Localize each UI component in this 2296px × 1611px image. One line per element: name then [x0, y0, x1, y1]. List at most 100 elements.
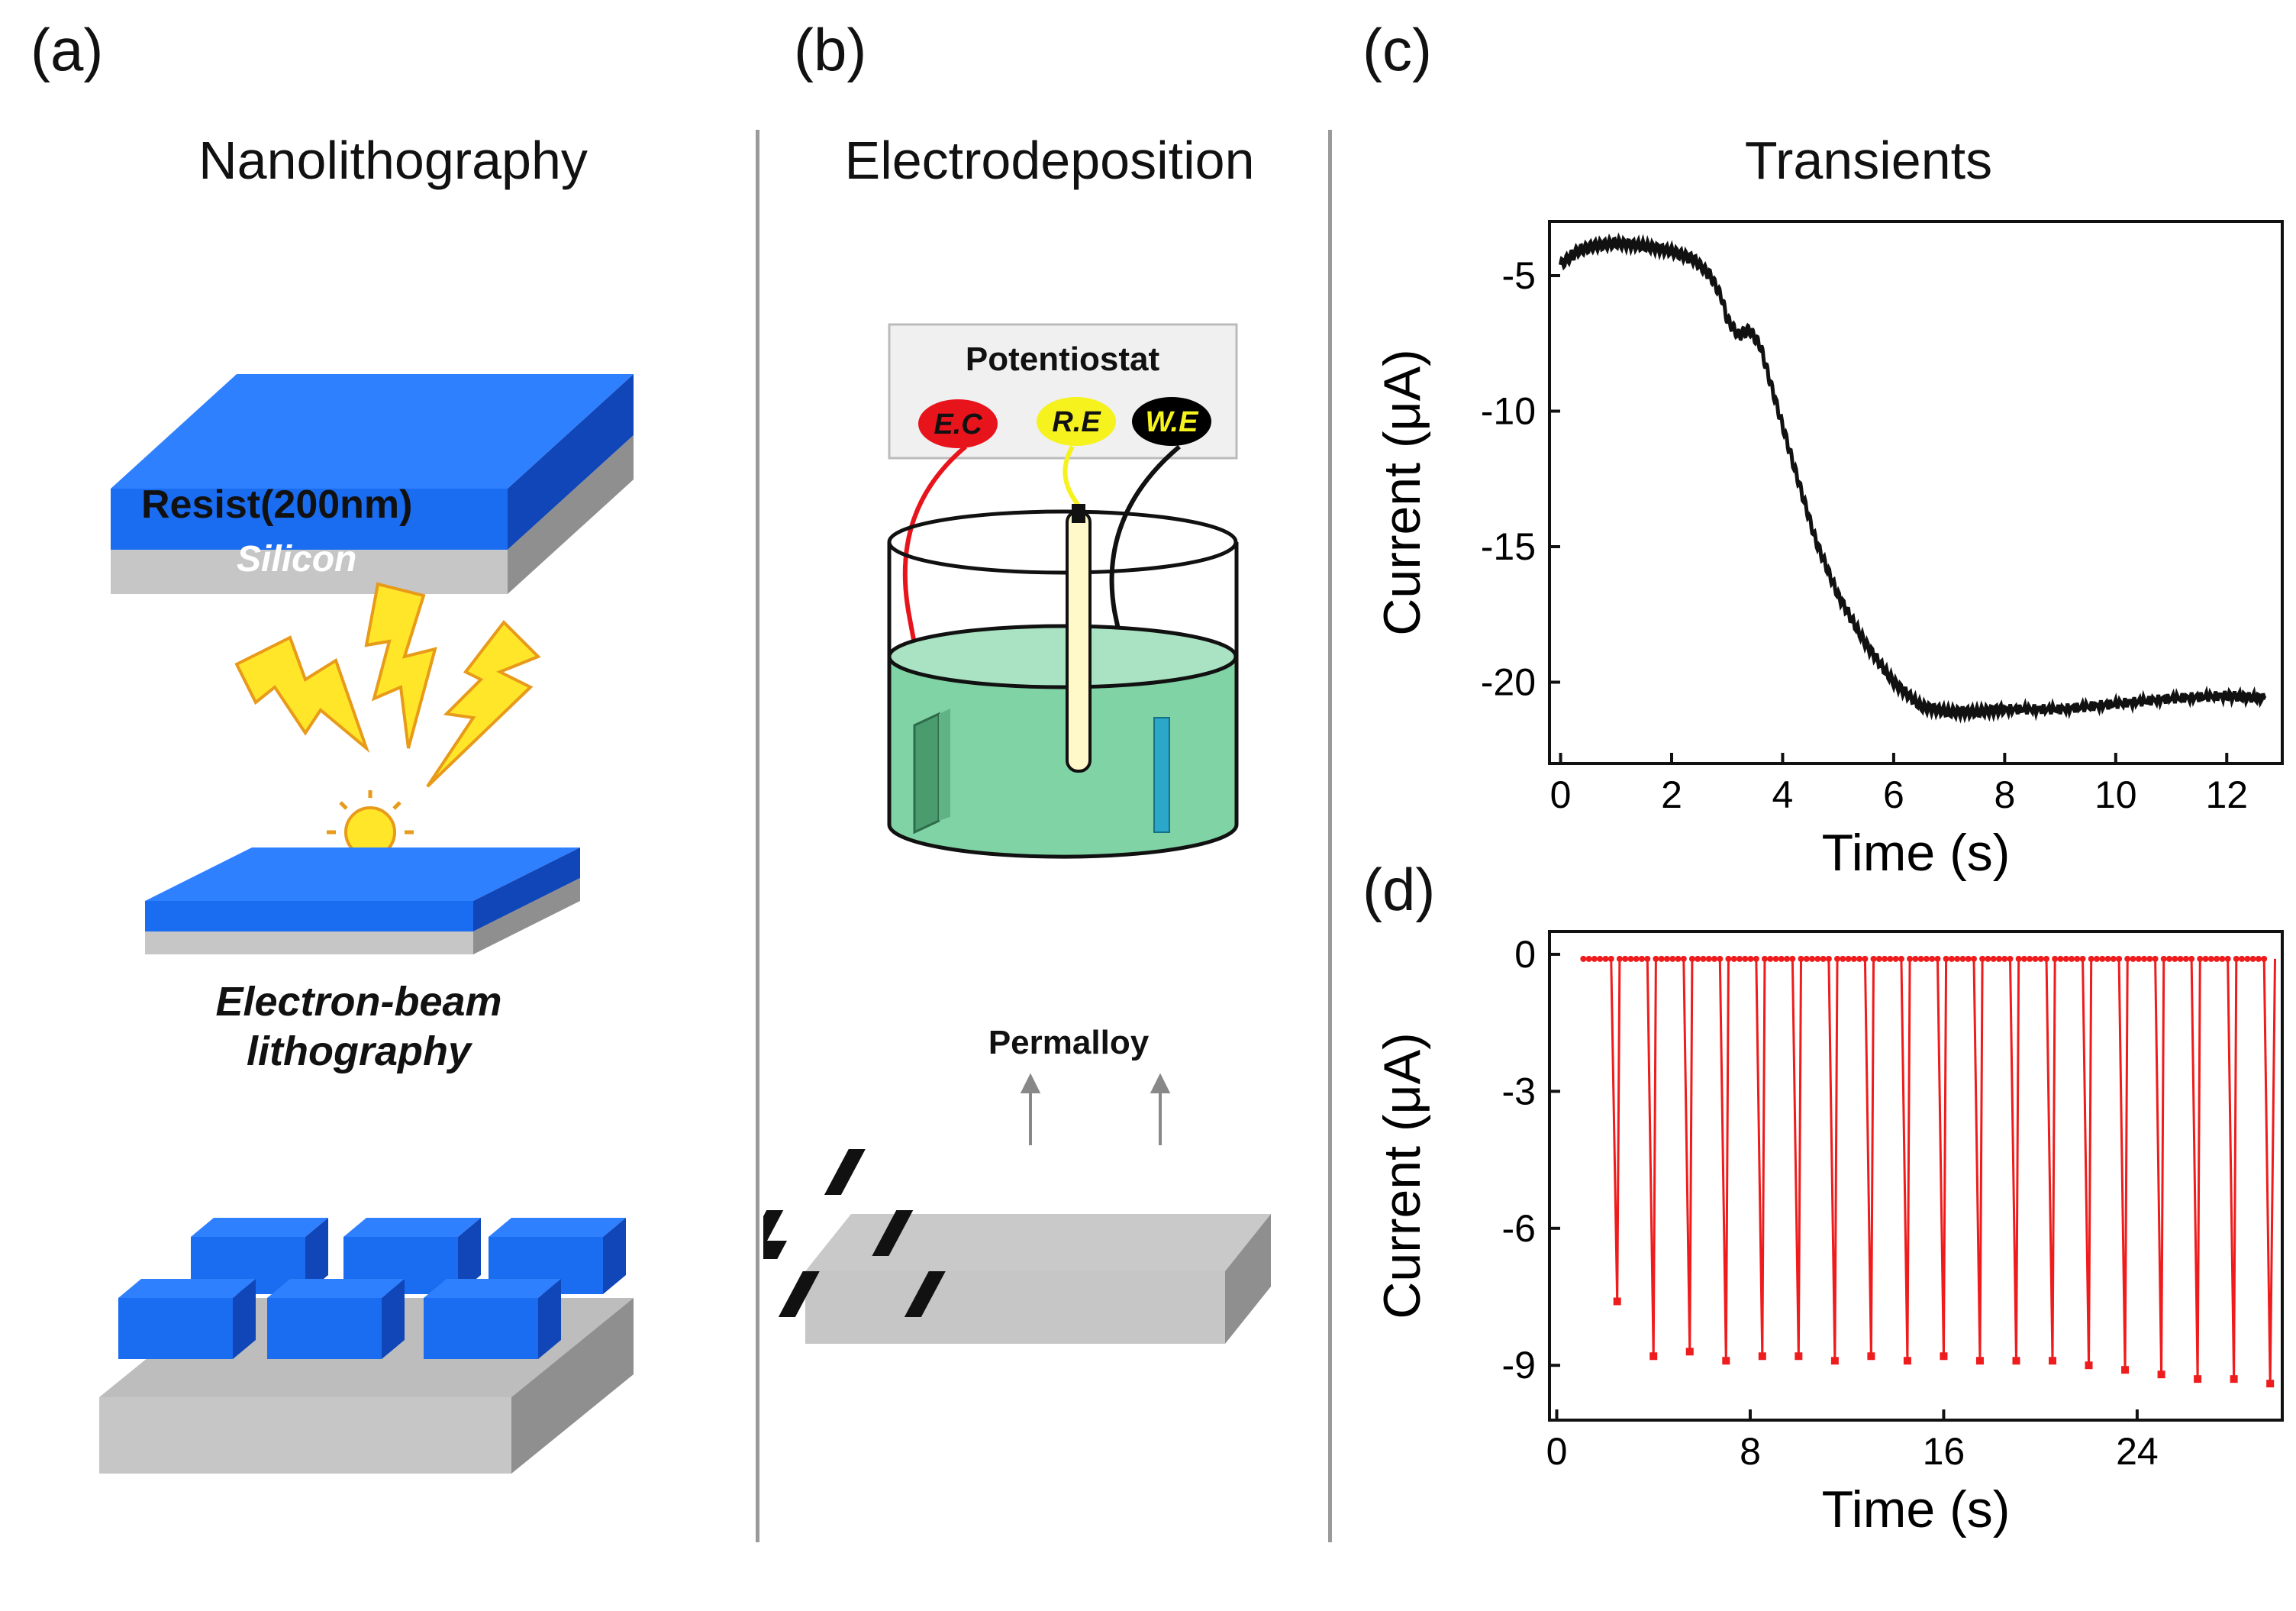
- pulse-minimum-point: [2230, 1375, 2238, 1383]
- pulse-baseline-point: [2110, 955, 2117, 962]
- divider-right: [1328, 130, 1332, 1542]
- pulse-baseline-point: [1887, 955, 1894, 962]
- chart-c-frame: [1548, 220, 2284, 765]
- pulse-minimum-point: [1613, 1297, 1621, 1306]
- pulse-minimum-point: [1649, 1352, 1658, 1361]
- pulse-baseline-point: [1912, 955, 1919, 962]
- pulse-baseline-point: [1825, 955, 1832, 962]
- y-tick-label: -6: [1502, 1207, 1536, 1250]
- pulse-baseline-point: [2244, 955, 2251, 962]
- lightning-icon: [234, 582, 541, 788]
- pulse-baseline-point: [1789, 955, 1796, 962]
- pulse-minimum-point: [1867, 1352, 1875, 1361]
- x-tick-label: 0: [1546, 1430, 1568, 1473]
- pulse-baseline-point: [2141, 955, 2148, 962]
- chart-d-frame: [1548, 930, 2284, 1422]
- patterned-resist: [99, 1218, 634, 1474]
- pulse-baseline-point: [1934, 955, 1941, 962]
- pulse-minimum-point: [2085, 1361, 2093, 1370]
- pulse-baseline-point: [1644, 955, 1651, 962]
- x-tick-label: 2: [1661, 773, 1682, 816]
- pulse-baseline-point: [2015, 955, 2022, 962]
- re-label: R.E: [1052, 406, 1101, 438]
- panel-b-title: Electrodeposition: [844, 131, 1255, 190]
- y-tick-label: -15: [1481, 525, 1536, 568]
- pulse-minimum-point: [1830, 1357, 1839, 1365]
- pulse-baseline-point: [1622, 955, 1629, 962]
- pulse-baseline-point: [2224, 955, 2231, 962]
- panel-c-title: Transients: [1744, 131, 1993, 190]
- pulse-baseline-point: [2052, 955, 2059, 962]
- pulse-baseline-point: [1730, 955, 1737, 962]
- ec-electrode-badge: [918, 399, 998, 448]
- pulse-minimum-point: [2157, 1370, 2165, 1379]
- y-tick-label: -5: [1502, 254, 1536, 297]
- pulse-baseline-point: [2182, 955, 2189, 962]
- pulse-baseline-point: [1580, 955, 1587, 962]
- chart-c-series-transient: [1559, 232, 2267, 724]
- panel-label-b: (b): [794, 16, 867, 83]
- pulse-minimum-point: [2049, 1357, 2057, 1365]
- pulse-baseline-point: [1798, 955, 1804, 962]
- pulse-baseline-point: [2249, 955, 2256, 962]
- pulse-baseline-point: [2130, 955, 2136, 962]
- pulse-baseline-point: [1970, 955, 1977, 962]
- pulse-baseline-point: [2166, 955, 2173, 962]
- pulse-baseline-point: [1923, 955, 1930, 962]
- pulse-baseline-point: [2146, 955, 2153, 962]
- pulse-baseline-point: [2188, 955, 2195, 962]
- pulse-baseline-point: [1753, 955, 1759, 962]
- pulse-baseline-point: [2135, 955, 2142, 962]
- chart-c-xlabel: Time (s): [1822, 824, 2011, 882]
- permalloy-bars: [763, 1149, 946, 1317]
- pulse-baseline-point: [1616, 955, 1623, 962]
- pulse-baseline-point: [1840, 955, 1846, 962]
- pulse-baseline-point: [1784, 955, 1791, 962]
- pulse-baseline-point: [2233, 955, 2240, 962]
- pulse-baseline-point: [2062, 955, 2069, 962]
- y-tick-label: -9: [1502, 1344, 1536, 1387]
- chart-d-ylabel: Current (μA): [1373, 1032, 1431, 1319]
- ebeam-label-line2: lithography: [247, 1028, 473, 1074]
- pulse-baseline-point: [1990, 955, 1997, 962]
- pulse-baseline-point: [1711, 955, 1718, 962]
- panel-a-title: Nanolithography: [198, 131, 588, 190]
- re-wire: [1063, 445, 1082, 509]
- pulse-baseline-point: [2007, 955, 2014, 962]
- pulse-baseline-point: [1850, 955, 1857, 962]
- pulse-baseline-point: [1695, 955, 1701, 962]
- beaker: [887, 504, 1239, 859]
- pulse-baseline-point: [1845, 955, 1852, 962]
- ebeam-label-line1: Electron-beam: [215, 979, 501, 1025]
- pulse-baseline-point: [1602, 955, 1609, 962]
- pulse-minimum-point: [1795, 1352, 1803, 1361]
- pulse-baseline-point: [1767, 955, 1774, 962]
- pulse-baseline-point: [2043, 955, 2050, 962]
- pulse-baseline-point: [1742, 955, 1749, 962]
- panel-label-a: (a): [31, 16, 104, 83]
- pulse-baseline-point: [2057, 955, 2064, 962]
- pulse-baseline-point: [2202, 955, 2209, 962]
- potentiostat-box: Potentiostat E.C R.E W.E: [888, 323, 1238, 460]
- divider-left: [756, 130, 759, 1542]
- pulse-baseline-point: [1663, 955, 1670, 962]
- pulse-baseline-point: [1985, 955, 1991, 962]
- permalloy-substrate: [805, 1214, 1271, 1344]
- chart-c-ylabel: Current (μA): [1373, 349, 1431, 635]
- pulse-baseline-point: [2037, 955, 2044, 962]
- pulse-baseline-point: [2177, 955, 2184, 962]
- pulse-baseline-point: [1995, 955, 2002, 962]
- pulse-baseline-point: [2172, 955, 2178, 962]
- pulse-baseline-point: [1954, 955, 1961, 962]
- y-tick-label: 0: [1514, 933, 1536, 976]
- pulse-baseline-point: [1965, 955, 1972, 962]
- silicon-label: Silicon: [237, 539, 356, 580]
- y-tick-label: -3: [1502, 1070, 1536, 1112]
- pulse-baseline-point: [2093, 955, 2100, 962]
- pulse-baseline-point: [1627, 955, 1634, 962]
- pulse-baseline-point: [1979, 955, 1986, 962]
- pulse-baseline-point: [2104, 955, 2111, 962]
- x-tick-label: 8: [1994, 773, 2015, 816]
- y-tick-label: -10: [1481, 390, 1536, 433]
- we-electrode-badge: [1132, 397, 1211, 446]
